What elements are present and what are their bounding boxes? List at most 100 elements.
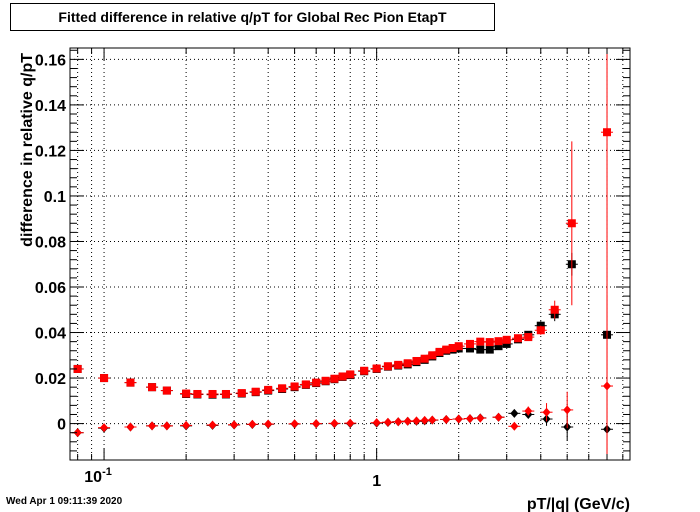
data-point-diamond xyxy=(372,418,381,428)
data-point-square xyxy=(448,344,457,353)
data-point-diamond xyxy=(100,423,109,433)
data-point-diamond xyxy=(383,417,392,427)
x-tick-label: 1 xyxy=(372,473,381,490)
data-point-diamond xyxy=(290,419,299,429)
data-point-square xyxy=(330,374,339,383)
data-point-diamond xyxy=(454,414,463,424)
x-tick-label: 10-1 xyxy=(84,466,112,486)
data-point-diamond xyxy=(542,407,551,417)
data-point-square xyxy=(290,382,299,391)
data-point-square xyxy=(513,334,522,343)
data-point-square xyxy=(476,345,485,354)
series-layer xyxy=(71,48,614,460)
data-point-square xyxy=(494,337,503,346)
y-tick-label: 0 xyxy=(57,417,66,434)
y-tick-label: 0.14 xyxy=(35,98,66,115)
data-point-diamond xyxy=(403,416,412,426)
data-point-square xyxy=(321,376,330,385)
data-point-diamond xyxy=(476,413,485,423)
data-point-diamond xyxy=(563,405,572,415)
data-point-square xyxy=(502,335,511,344)
data-point-square xyxy=(465,344,474,353)
data-point-square xyxy=(264,385,273,394)
data-point-square xyxy=(412,356,421,365)
data-point-square xyxy=(338,372,347,381)
data-point-square xyxy=(524,333,533,342)
data-point-square xyxy=(126,378,135,387)
data-point-diamond xyxy=(428,415,437,425)
data-point-square xyxy=(208,389,217,398)
data-point-diamond xyxy=(510,408,519,418)
data-point-diamond xyxy=(412,416,421,426)
data-point-diamond xyxy=(442,414,451,424)
data-point-diamond xyxy=(510,421,519,431)
data-point-square xyxy=(221,389,230,398)
data-point-square xyxy=(251,387,260,396)
data-point-square xyxy=(148,383,157,392)
data-point-square xyxy=(100,374,109,383)
data-point-diamond xyxy=(524,406,533,416)
data-point-square xyxy=(394,360,403,369)
data-point-diamond xyxy=(162,421,171,431)
data-point-square xyxy=(182,389,191,398)
data-point-square xyxy=(428,351,437,360)
data-point-square xyxy=(420,354,429,363)
y-tick-label: 0.08 xyxy=(35,234,66,251)
y-tick-label: 0.16 xyxy=(35,52,66,69)
plot-frame xyxy=(69,47,631,461)
data-point-square xyxy=(502,339,511,348)
data-point-diamond xyxy=(230,420,239,430)
data-point-square xyxy=(301,380,310,389)
data-point-diamond xyxy=(182,420,191,430)
data-point-square xyxy=(476,337,485,346)
x-axis-title: pT/|q| (GeV/c) xyxy=(527,496,630,512)
data-point-diamond xyxy=(148,421,157,431)
data-point-square xyxy=(485,338,494,347)
data-point-diamond xyxy=(264,419,273,429)
data-point-diamond xyxy=(603,381,612,391)
data-point-diamond xyxy=(73,428,82,438)
y-tick-label: 0.06 xyxy=(35,280,66,297)
data-point-square xyxy=(237,389,246,398)
y-tick-label: 0.12 xyxy=(35,143,66,160)
data-point-square xyxy=(312,378,321,387)
data-point-square xyxy=(494,342,503,351)
data-point-diamond xyxy=(394,417,403,427)
data-point-square xyxy=(360,366,369,375)
data-point-square xyxy=(193,389,202,398)
data-point-diamond xyxy=(208,420,217,430)
data-point-square xyxy=(550,305,559,314)
y-axis-title: difference in relative q/pT xyxy=(19,53,36,247)
series-2 xyxy=(71,48,614,451)
data-point-diamond xyxy=(346,418,355,428)
data-point-square xyxy=(278,384,287,393)
data-point-square xyxy=(162,386,171,395)
data-point-diamond xyxy=(420,415,429,425)
data-point-square xyxy=(485,345,494,354)
data-point-square xyxy=(346,370,355,379)
axes: 10-1 1 0 0.02 0.04 0.06 0.08 0.1 0.12 0.14 0.16 xyxy=(35,48,630,490)
y-tick-label: 0.1 xyxy=(44,189,66,206)
data-point-square xyxy=(403,359,412,368)
grid xyxy=(70,48,630,460)
series-4 xyxy=(71,294,614,460)
data-point-square xyxy=(372,364,381,373)
data-point-square xyxy=(454,342,463,351)
data-point-square xyxy=(435,347,444,356)
y-tick-label: 0.04 xyxy=(35,326,66,343)
data-point-square xyxy=(567,219,576,228)
data-point-diamond xyxy=(465,414,474,424)
data-point-square xyxy=(603,128,612,137)
data-point-diamond xyxy=(126,422,135,432)
data-point-diamond xyxy=(248,419,257,429)
data-point-square xyxy=(536,326,545,335)
timestamp: Wed Apr 1 09:11:39 2020 xyxy=(6,496,123,507)
data-point-square xyxy=(73,364,82,373)
chart-title: Fitted difference in relative q/pT for G… xyxy=(10,3,495,31)
data-point-square xyxy=(383,362,392,371)
data-point-diamond xyxy=(330,418,339,428)
data-point-diamond xyxy=(494,412,503,422)
data-point-square xyxy=(442,345,451,354)
y-tick-label: 0.02 xyxy=(35,371,66,388)
